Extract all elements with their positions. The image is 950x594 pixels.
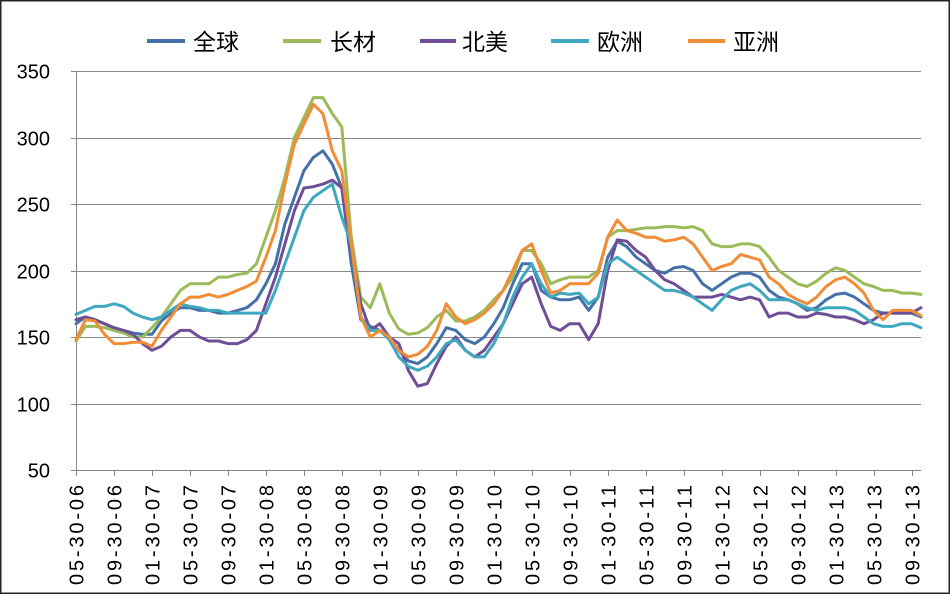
y-tick-label: 150 (17, 328, 50, 350)
legend-label-asia: 亚洲 (733, 30, 779, 56)
series-line-asia (74, 102, 923, 359)
y-tick-label: 300 (17, 129, 50, 151)
legend-item-north-america: 北美 (420, 30, 508, 56)
y-tick-label: 50 (28, 461, 50, 483)
legend-item-global: 全球 (147, 30, 239, 56)
series-line-europe (74, 182, 923, 372)
series-line-global (74, 149, 923, 366)
y-tick-label: 200 (17, 262, 50, 284)
legend-label-europe: 欧洲 (597, 30, 643, 56)
y-tick-label: 100 (17, 395, 50, 417)
legend-label-global: 全球 (193, 30, 239, 56)
legend-item-long-products: 长材 (283, 30, 376, 56)
axes (71, 71, 921, 476)
y-axis-tick-labels: 50 100 150 200 250 300 350 (17, 62, 50, 483)
y-tick-label: 250 (17, 195, 50, 217)
plot-series (74, 96, 923, 388)
legend-item-europe: 欧洲 (551, 30, 643, 56)
legend-label-long-products: 长材 (330, 30, 376, 56)
legend-item-asia: 亚洲 (688, 30, 779, 56)
y-tick-label: 350 (17, 62, 50, 84)
legend-label-north-america: 北美 (462, 30, 508, 56)
legend: 全球 长材 北美 欧洲 亚洲 (147, 30, 779, 56)
